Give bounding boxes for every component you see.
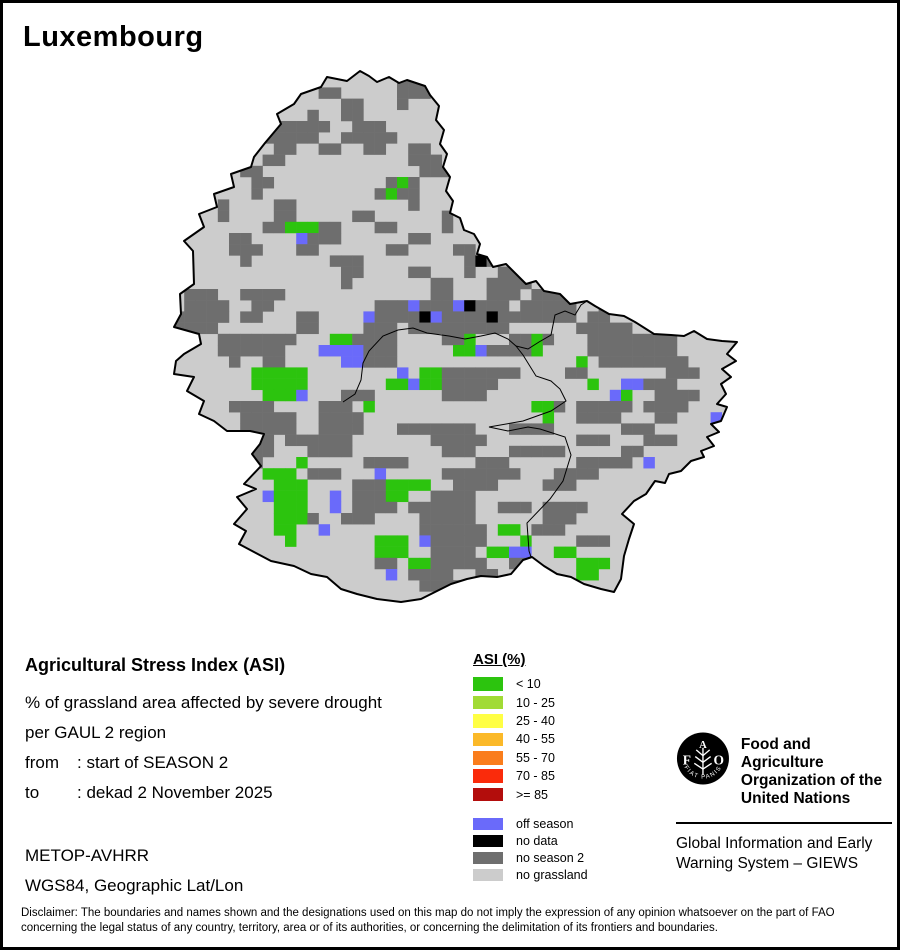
legend-swatch [473,677,503,691]
legend-row: 70 - 85 [473,767,673,785]
page-title: Luxembourg [23,21,204,53]
projection-name: WGS84, Geographic Lat/Lon [25,876,244,895]
map-raster-cells [174,76,723,592]
legend-label: 25 - 40 [516,713,555,728]
disclaimer-line: concerning the legal status of any count… [21,922,718,934]
legend-row: 25 - 40 [473,712,673,730]
legend-swatch [473,695,503,710]
legend-row: >= 85 [473,785,673,803]
legend-label: no season 2 [516,851,585,866]
legend-swatch [473,869,503,882]
legend-other-classes: off season no data no season 2 no grassland [473,816,673,884]
legend-swatch [473,818,503,831]
from-label: from [25,753,59,772]
legend-row: < 10 [473,675,673,693]
fao-block: F O A FIAT PANIS Food and Agriculture Or… [676,731,894,874]
legend-row: no data [473,833,673,850]
fao-divider [676,822,892,824]
map-description: Agricultural Stress Index (ASI) % of gra… [25,655,465,808]
legend-label: off season [516,817,574,832]
giews-line: Warning System – GIEWS [676,855,859,872]
sensor-info: METOP-AVHRR WGS84, Geographic Lat/Lon [25,841,465,901]
legend-row: 55 - 70 [473,749,673,767]
legend-swatch [473,787,503,802]
svg-text:A: A [699,740,707,751]
fao-org-line: Organization of the [740,772,883,789]
legend-swatch [473,714,503,728]
svg-text:O: O [714,752,724,767]
map-legend: ASI (%) < 10 10 - 25 25 - 40 40 - 55 55 - 70… [473,651,673,884]
legend-swatch [473,852,503,865]
country-outline [173,70,738,603]
fao-org-line: United Nations [740,790,851,807]
map-inner-boundaries [342,300,588,558]
legend-label: 70 - 85 [516,769,555,784]
region-boundary [488,345,572,558]
asi-subtitle-1: % of grassland area affected by severe d… [25,693,382,712]
period-from: from : start of SEASON 2 [25,748,465,778]
legend-asi-classes: < 10 10 - 25 25 - 40 40 - 55 55 - 70 70 - 85 >… [473,675,673,804]
fao-org-name: Food and Agriculture Organization of the… [741,736,894,808]
legend-title: ASI (%) [473,651,526,668]
legend-row: no grassland [473,867,673,884]
legend-swatch [473,751,503,765]
legend-row: 10 - 25 [473,693,673,711]
legend-label: 40 - 55 [516,732,555,747]
disclaimer-text: Disclaimer: The boundaries and names sho… [21,906,891,936]
legend-swatch [473,769,503,783]
giews-line: Global Information and Early [676,835,873,852]
asi-heading: Agricultural Stress Index (ASI) [25,655,286,675]
to-value: : dekad 2 November 2025 [77,783,273,802]
region-boundary [342,300,588,403]
legend-row: no season 2 [473,850,673,867]
sensor-name: METOP-AVHRR [25,846,150,865]
asi-subtitle-2: per GAUL 2 region [25,723,167,742]
legend-label: 55 - 70 [516,750,555,765]
legend-row: off season [473,816,673,833]
legend-swatch [473,732,503,747]
from-value: : start of SEASON 2 [77,753,229,772]
legend-label: 10 - 25 [516,695,555,710]
svg-text:F: F [683,752,691,767]
legend-label: >= 85 [516,787,548,802]
legend-row: 40 - 55 [473,730,673,748]
fao-logo-icon: F O A FIAT PANIS [676,732,729,785]
legend-label: no data [516,834,558,849]
disclaimer-line: Disclaimer: The boundaries and names sho… [21,907,835,919]
period-to: to : dekad 2 November 2025 [25,778,465,808]
asi-map [173,70,738,603]
fao-org-line: Food and Agriculture [740,736,824,771]
legend-label: no grassland [516,868,588,883]
legend-swatch [473,835,503,848]
to-label: to [25,783,40,802]
giews-name: Global Information and Early Warning Sys… [676,834,894,874]
legend-label: < 10 [516,677,541,692]
